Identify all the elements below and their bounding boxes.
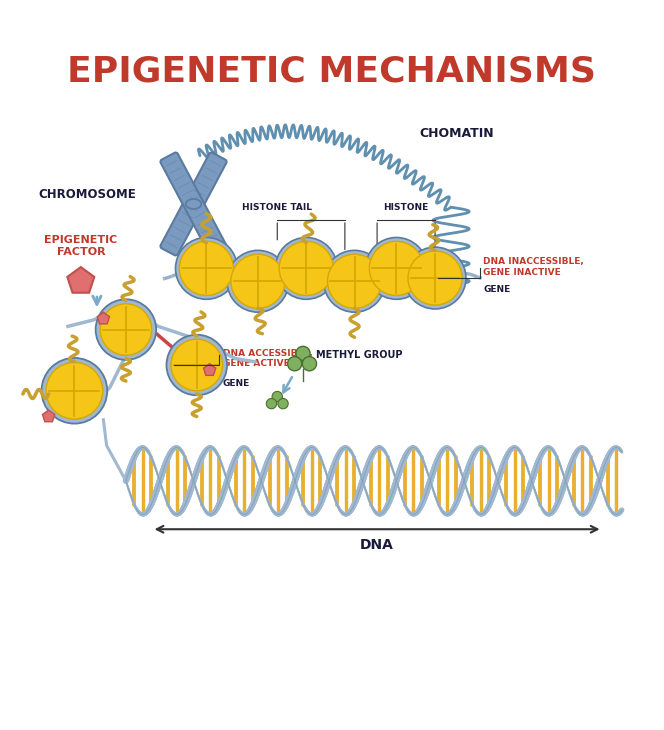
Polygon shape bbox=[97, 312, 110, 324]
FancyBboxPatch shape bbox=[161, 153, 226, 256]
Circle shape bbox=[408, 251, 462, 305]
Circle shape bbox=[42, 358, 107, 423]
Circle shape bbox=[46, 362, 103, 419]
Text: DNA: DNA bbox=[360, 538, 394, 553]
Text: CHROMOSOME: CHROMOSOME bbox=[39, 188, 136, 201]
Text: HISTONE TAIL: HISTONE TAIL bbox=[242, 203, 312, 212]
Circle shape bbox=[266, 399, 277, 409]
Circle shape bbox=[171, 339, 222, 391]
Circle shape bbox=[96, 299, 156, 360]
Text: CHOMATIN: CHOMATIN bbox=[419, 126, 493, 139]
Circle shape bbox=[279, 242, 333, 296]
Text: DNA ACCESSIBLE,
GENE ACTIVE: DNA ACCESSIBLE, GENE ACTIVE bbox=[222, 349, 312, 368]
FancyBboxPatch shape bbox=[161, 153, 226, 256]
Circle shape bbox=[404, 247, 466, 309]
Circle shape bbox=[369, 242, 424, 296]
Circle shape bbox=[278, 399, 288, 409]
Text: EPIGENETIC MECHANISMS: EPIGENETIC MECHANISMS bbox=[68, 55, 596, 89]
Circle shape bbox=[100, 304, 151, 356]
Circle shape bbox=[227, 250, 289, 312]
Text: GENE: GENE bbox=[222, 379, 250, 388]
Circle shape bbox=[288, 357, 301, 371]
Circle shape bbox=[296, 346, 310, 361]
Circle shape bbox=[327, 254, 382, 308]
Circle shape bbox=[323, 250, 386, 312]
Circle shape bbox=[365, 237, 428, 299]
Text: HISTONE: HISTONE bbox=[383, 203, 429, 212]
Circle shape bbox=[276, 237, 337, 299]
Circle shape bbox=[179, 242, 234, 296]
Text: METHYL GROUP: METHYL GROUP bbox=[316, 350, 402, 361]
Text: DNA INACCESSIBLE,
GENE INACTIVE: DNA INACCESSIBLE, GENE INACTIVE bbox=[483, 258, 584, 277]
Circle shape bbox=[175, 237, 237, 299]
Polygon shape bbox=[42, 410, 54, 422]
Text: EPIGENETIC
FACTOR: EPIGENETIC FACTOR bbox=[44, 235, 118, 257]
Circle shape bbox=[167, 335, 227, 395]
Ellipse shape bbox=[186, 199, 201, 209]
Polygon shape bbox=[203, 364, 216, 375]
Polygon shape bbox=[67, 267, 94, 293]
Circle shape bbox=[231, 254, 285, 308]
Circle shape bbox=[302, 357, 317, 371]
Text: GENE: GENE bbox=[483, 285, 511, 293]
Circle shape bbox=[272, 391, 282, 402]
